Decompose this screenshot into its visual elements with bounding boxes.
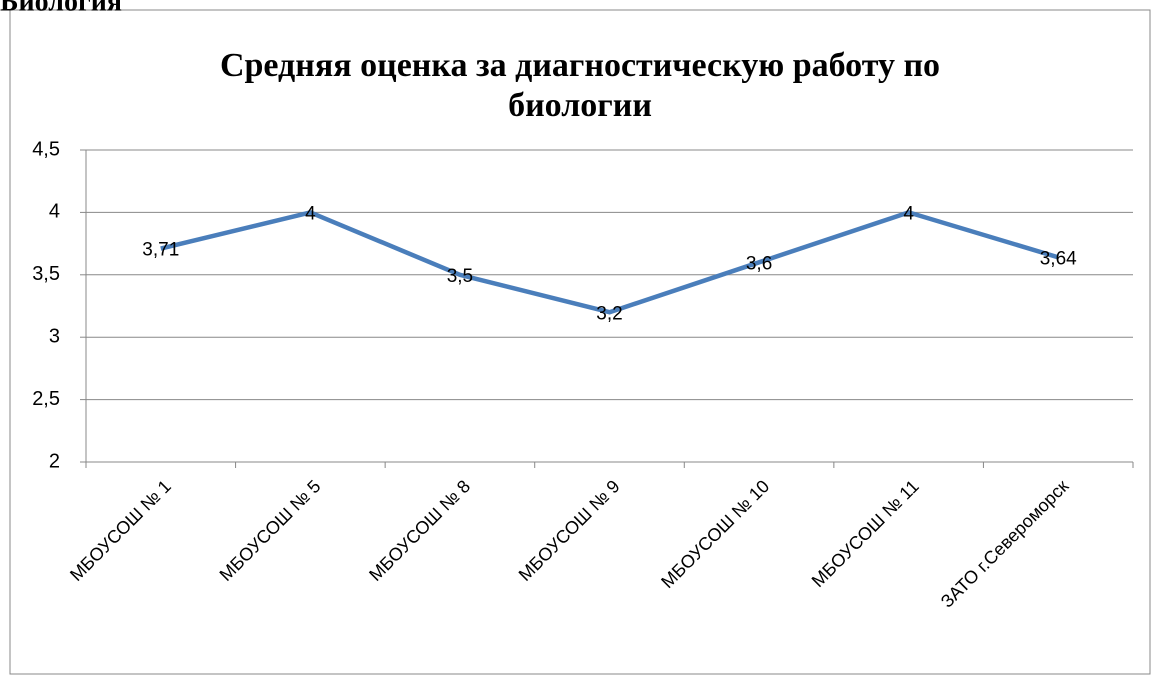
y-tick-label: 2,5 [32, 388, 60, 410]
data-label: 3,71 [142, 240, 179, 261]
data-label: 3,5 [447, 266, 473, 287]
page-heading: Биология [0, 0, 122, 17]
y-tick-label: 3,5 [32, 263, 60, 285]
y-tick-label: 4,5 [32, 138, 60, 160]
data-label: 4 [305, 203, 316, 224]
chart-title: Средняя оценка за диагностическую работу… [220, 47, 940, 124]
y-tick-label: 2 [49, 450, 60, 472]
data-label: 3,64 [1040, 248, 1077, 269]
y-tick-label: 4 [49, 201, 60, 223]
data-line [160, 210, 1059, 315]
data-label: 4 [903, 203, 914, 224]
chart-frame [9, 9, 1151, 675]
data-label: 3,6 [746, 253, 772, 274]
data-label: 3,2 [596, 303, 622, 324]
y-tick-label: 3 [49, 325, 60, 347]
